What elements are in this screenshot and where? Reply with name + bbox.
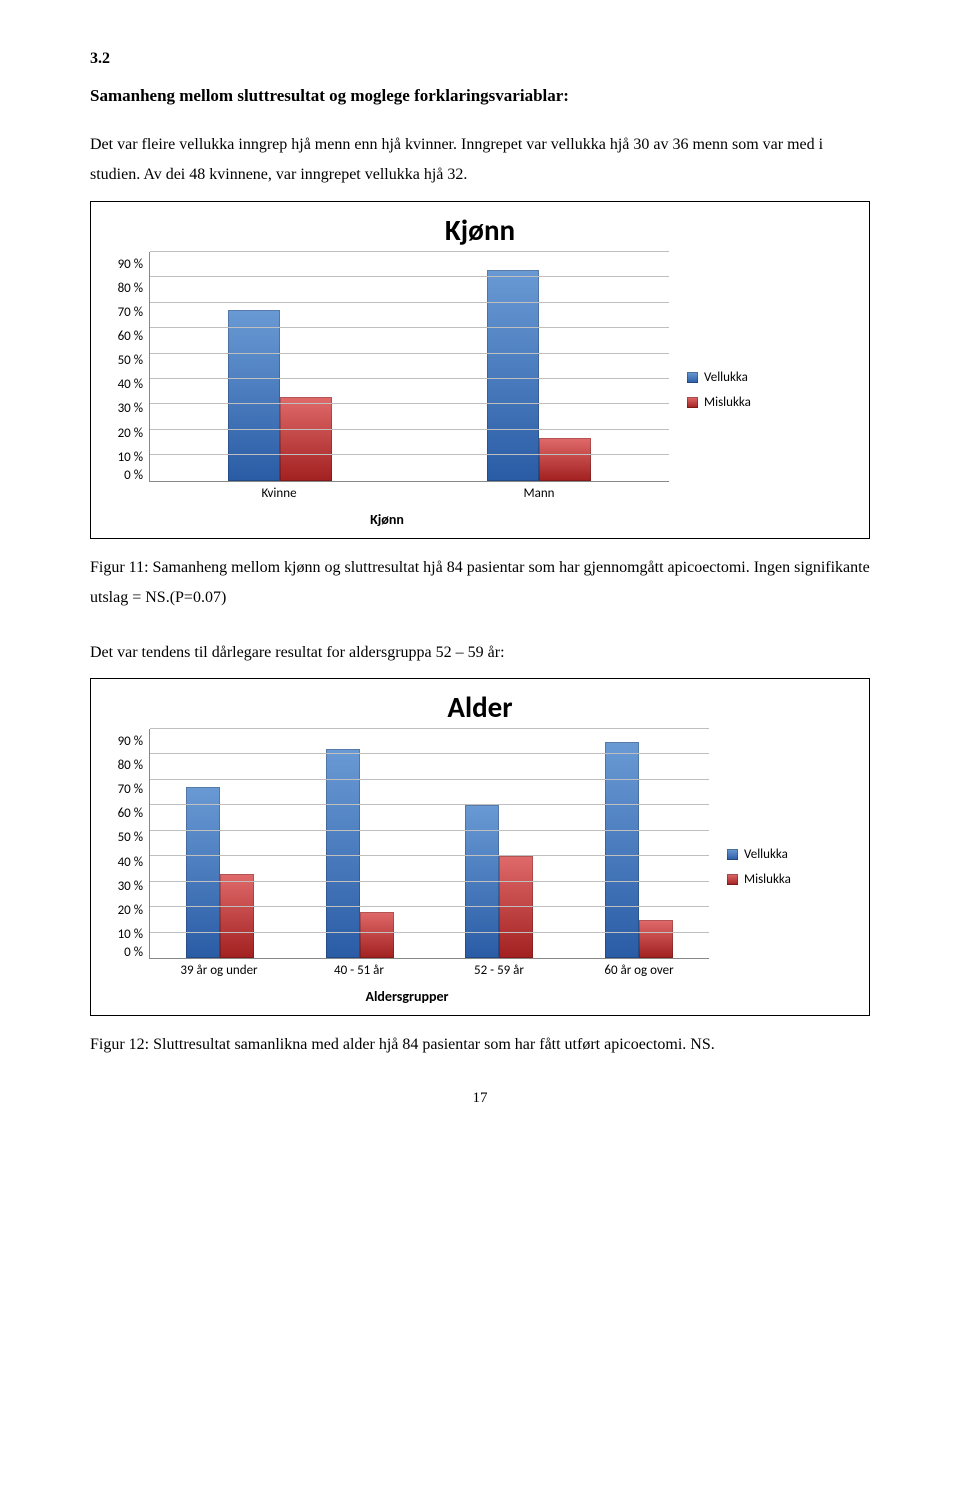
y-axis-labels: 90 % 80 % 70 % 60 % 50 % 40 % 30 % 20 % 10 % 0 %	[105, 252, 149, 482]
y-tick-label: 70 %	[118, 783, 143, 796]
legend-label: Mislukka	[704, 395, 751, 410]
bar-group	[430, 729, 570, 958]
chart-title: Kjønn	[105, 212, 855, 248]
bar	[539, 438, 591, 481]
y-axis-labels: 90 % 80 % 70 % 60 % 50 % 40 % 30 % 20 % 10 % 0 %	[105, 729, 149, 959]
y-tick-label: 70 %	[118, 306, 143, 319]
x-tick-label: 40 - 51 år	[289, 963, 429, 978]
y-tick-label: 40 %	[118, 378, 143, 391]
y-tick-label: 0 %	[124, 946, 143, 959]
chart-legend: Vellukka Mislukka	[709, 729, 791, 1005]
chart-legend: Vellukka Mislukka	[669, 252, 751, 528]
y-tick-label: 60 %	[118, 807, 143, 820]
x-tick-label: 60 år og over	[569, 963, 709, 978]
y-tick-label: 80 %	[118, 759, 143, 772]
bar	[280, 397, 332, 481]
y-tick-label: 80 %	[118, 282, 143, 295]
y-tick-label: 50 %	[118, 354, 143, 367]
bar	[360, 912, 394, 958]
bar	[326, 749, 360, 958]
legend-item: Mislukka	[687, 395, 751, 410]
section-number: 3.2	[90, 50, 870, 68]
legend-swatch	[687, 372, 698, 383]
y-tick-label: 10 %	[118, 928, 143, 941]
legend-item: Vellukka	[687, 370, 751, 385]
legend-swatch	[727, 874, 738, 885]
y-tick-label: 90 %	[118, 735, 143, 748]
legend-swatch	[687, 397, 698, 408]
legend-swatch	[727, 849, 738, 860]
y-tick-label: 60 %	[118, 330, 143, 343]
bar-group	[410, 252, 670, 481]
bar-group	[569, 729, 709, 958]
y-tick-label: 90 %	[118, 258, 143, 271]
y-tick-label: 20 %	[118, 427, 143, 440]
y-tick-label: 30 %	[118, 880, 143, 893]
bar-group	[150, 252, 410, 481]
x-axis-labels: 39 år og under40 - 51 år52 - 59 år60 år …	[105, 963, 709, 978]
y-tick-label: 0 %	[124, 469, 143, 482]
y-tick-label: 50 %	[118, 831, 143, 844]
paragraph-2: Det var tendens til dårlegare resultat f…	[90, 638, 870, 668]
y-tick-label: 40 %	[118, 856, 143, 869]
x-axis-labels: KvinneMann	[105, 486, 669, 501]
figure-11-caption: Figur 11: Samanheng mellom kjønn og slut…	[90, 553, 870, 614]
bar-group	[290, 729, 430, 958]
legend-label: Mislukka	[744, 872, 791, 887]
bar-group	[150, 729, 290, 958]
x-tick-label: Mann	[409, 486, 669, 501]
chart-title: Alder	[105, 689, 855, 725]
bar	[639, 920, 673, 958]
legend-label: Vellukka	[704, 370, 748, 385]
bar	[220, 874, 254, 958]
x-axis-title: Kjønn	[105, 511, 669, 528]
chart-grid	[149, 729, 709, 959]
y-tick-label: 10 %	[118, 451, 143, 464]
y-tick-label: 30 %	[118, 402, 143, 415]
chart-grid	[149, 252, 669, 482]
legend-item: Mislukka	[727, 872, 791, 887]
x-axis-title: Aldersgrupper	[105, 988, 709, 1005]
bar	[465, 805, 499, 958]
legend-label: Vellukka	[744, 847, 788, 862]
x-tick-label: Kvinne	[149, 486, 409, 501]
section-title: Samanheng mellom sluttresultat og mogleg…	[90, 86, 870, 106]
legend-item: Vellukka	[727, 847, 791, 862]
chart-kjonn: Kjønn 90 % 80 % 70 % 60 % 50 % 40 % 30 % 20 % 10…	[90, 201, 870, 539]
paragraph-1: Det var fleire vellukka inngrep hjå menn…	[90, 130, 870, 191]
bar	[605, 742, 639, 958]
y-tick-label: 20 %	[118, 904, 143, 917]
x-tick-label: 52 - 59 år	[429, 963, 569, 978]
chart-alder: Alder 90 % 80 % 70 % 60 % 50 % 40 % 30 % 20 % 10…	[90, 678, 870, 1016]
page-number: 17	[90, 1090, 870, 1107]
x-tick-label: 39 år og under	[149, 963, 289, 978]
figure-12-caption: Figur 12: Sluttresultat samanlikna med a…	[90, 1030, 870, 1060]
